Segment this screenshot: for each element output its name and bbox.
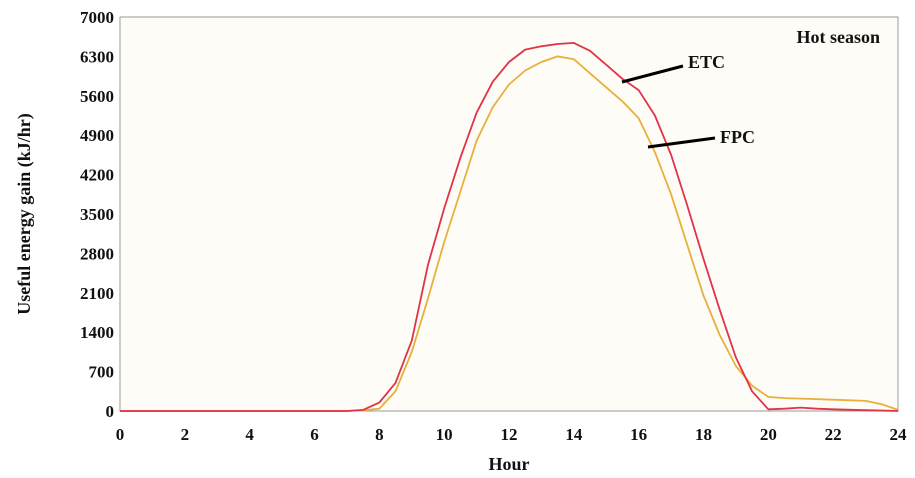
y-tick-label: 7000 (80, 8, 114, 27)
x-tick-label: 0 (116, 425, 125, 444)
plot-area (119, 16, 899, 412)
fpc-label-pointer (647, 136, 716, 149)
x-tick-label: 20 (760, 425, 777, 444)
y-tick-label: 4200 (80, 166, 114, 185)
y-axis-ticks: 0 700 1400 2100 2800 3500 4200 4900 5600 6300 7000 (80, 8, 114, 421)
x-tick-label: 14 (565, 425, 583, 444)
y-tick-label: 4900 (80, 126, 114, 145)
y-tick-label: 700 (89, 363, 115, 382)
x-tick-label: 18 (695, 425, 712, 444)
y-tick-label: 0 (106, 402, 115, 421)
x-axis-title: Hour (488, 454, 529, 474)
x-tick-label: 4 (245, 425, 254, 444)
x-tick-label: 10 (436, 425, 453, 444)
x-axis-ticks: 0 2 4 6 8 10 12 14 16 18 20 22 24 (116, 425, 907, 444)
series-group (120, 42, 899, 412)
series-line-fpc (120, 55, 899, 412)
y-tick-label: 3500 (80, 205, 114, 224)
x-tick-label: 24 (890, 425, 908, 444)
season-annotation: Hot season (796, 27, 880, 47)
fpc-series-label: FPC (720, 127, 755, 147)
x-tick-label: 2 (181, 425, 190, 444)
y-tick-label: 1400 (80, 323, 114, 342)
x-tick-label: 6 (310, 425, 319, 444)
x-tick-label: 16 (630, 425, 647, 444)
x-tick-label: 8 (375, 425, 384, 444)
etc-series-label: ETC (688, 52, 725, 72)
y-axis-title: Useful energy gain (kJ/hr) (14, 113, 35, 315)
x-tick-label: 22 (825, 425, 842, 444)
y-tick-label: 2100 (80, 284, 114, 303)
x-tick-label: 12 (501, 425, 518, 444)
plot-frame (119, 16, 899, 412)
y-tick-label: 5600 (80, 87, 114, 106)
y-tick-label: 2800 (80, 244, 114, 263)
series-line-etc (120, 42, 899, 412)
etc-label-pointer (621, 64, 684, 84)
y-tick-label: 6300 (80, 47, 114, 66)
